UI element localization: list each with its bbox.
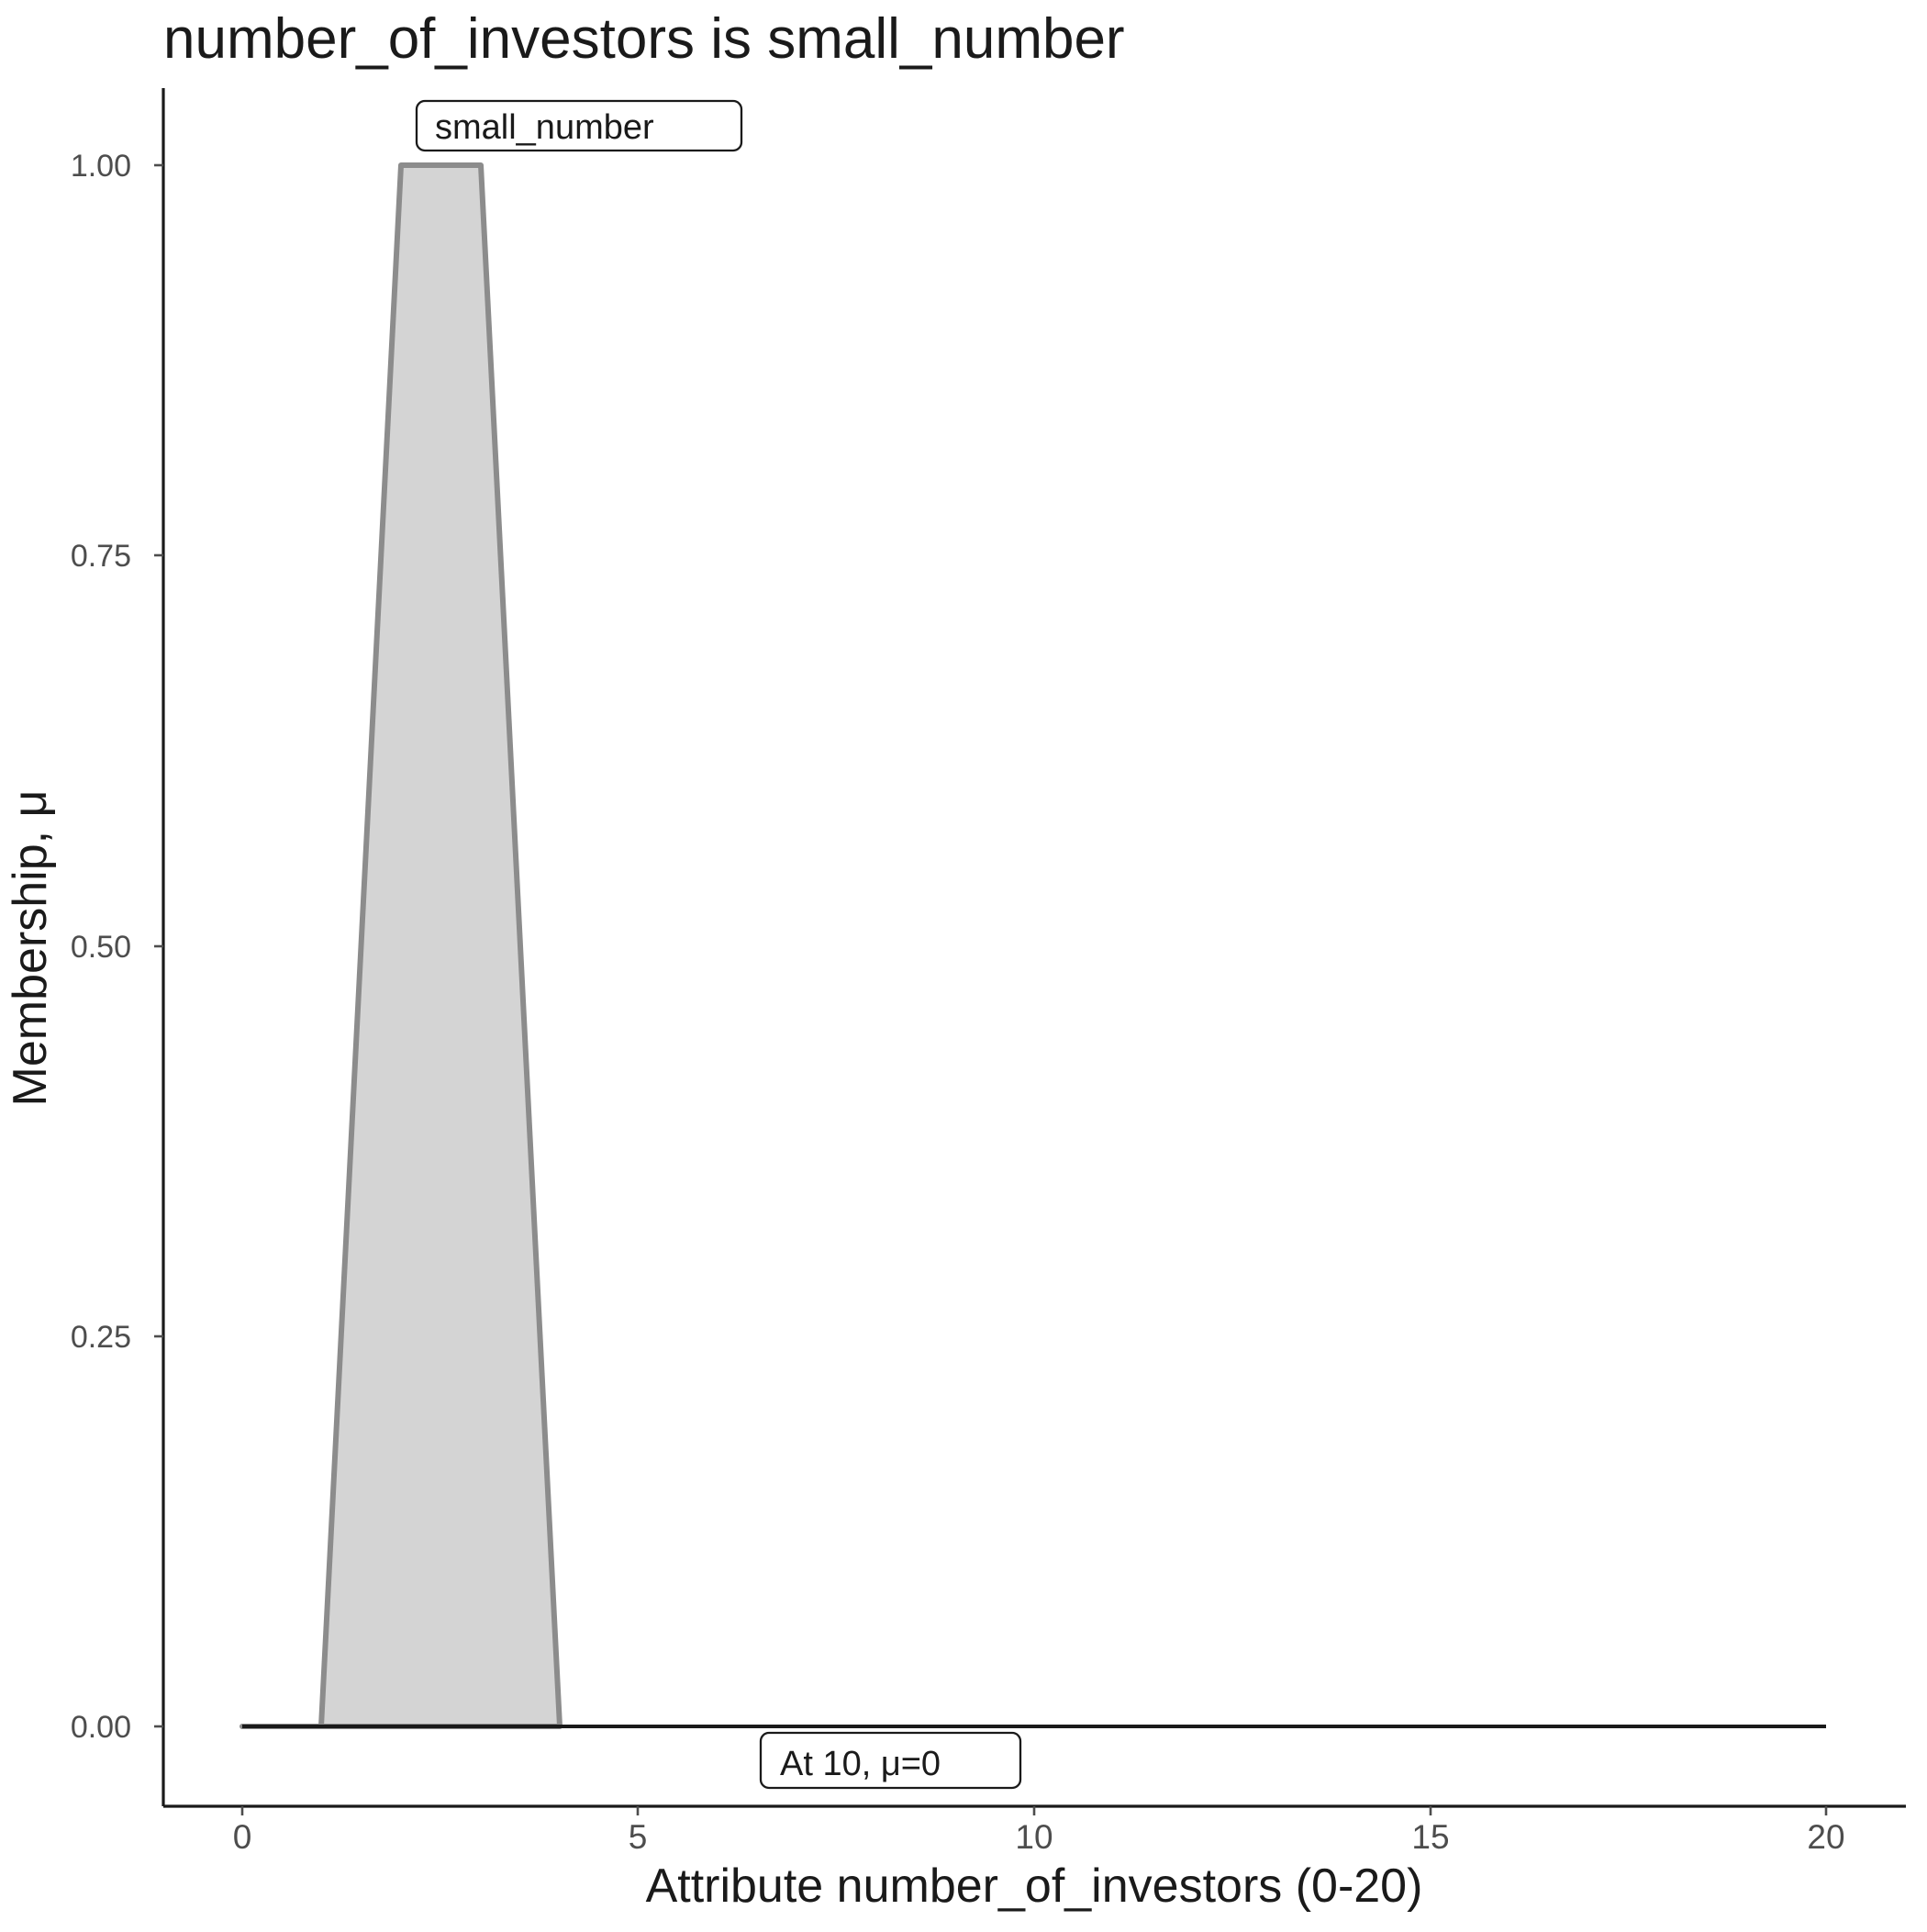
svg-text:0.00: 0.00	[71, 1710, 131, 1745]
svg-text:0.25: 0.25	[71, 1320, 131, 1355]
svg-text:0: 0	[233, 1818, 252, 1856]
svg-text:1.00: 1.00	[71, 149, 131, 184]
svg-text:Membership, μ: Membership, μ	[4, 790, 57, 1107]
svg-text:Attribute number_of_investors: Attribute number_of_investors (0-20)	[646, 1859, 1423, 1913]
svg-text:small_number: small_number	[435, 108, 654, 147]
svg-text:15: 15	[1411, 1818, 1449, 1856]
svg-text:0.50: 0.50	[71, 930, 131, 965]
svg-text:20: 20	[1807, 1818, 1844, 1856]
svg-text:0.75: 0.75	[71, 539, 131, 574]
svg-text:5: 5	[629, 1818, 648, 1856]
svg-text:At 10, μ=0: At 10, μ=0	[780, 1745, 941, 1783]
svg-text:number_of_investors is small_n: number_of_investors is small_number	[163, 7, 1125, 71]
svg-text:10: 10	[1015, 1818, 1053, 1856]
